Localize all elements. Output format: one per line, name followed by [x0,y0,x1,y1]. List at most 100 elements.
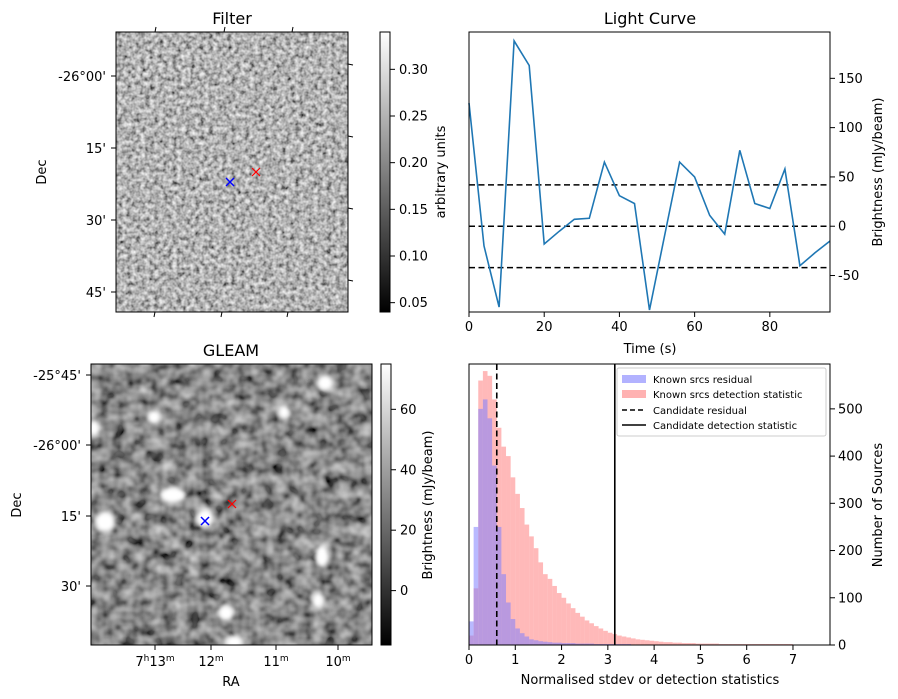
histogram-bar [686,643,692,645]
gleam-xtick-label: 11m [263,654,288,670]
light-curve-panel: Light Curve 0 20 40 60 80 -50 0 50 100 150 Time (… [465,9,886,357]
histogram-ytick-label: 200 [838,544,863,559]
light-curve-xtick-label: 0 [465,320,473,335]
colorbar-tick-label: 0.25 [399,110,428,125]
gleam-ylabel: Dec [10,492,25,517]
colorbar-tick-label: 20 [400,524,417,539]
colorbar-tick-label: 0.30 [399,63,428,78]
svg-text:12m: 12m [198,654,223,670]
gleam-title: GLEAM [203,341,259,360]
histogram-bar [580,616,585,645]
histogram-bar [506,602,511,645]
histogram-bar [589,623,594,645]
gleam-xtick-label: 7h13m [135,654,174,670]
histogram-bar [547,642,553,645]
histogram-bar [556,642,562,645]
legend-entry: Candidate detection statistic [653,421,797,432]
legend-entry: Known srcs detection statistic [653,390,802,401]
histogram-bar [575,612,581,645]
histogram-bar [640,639,645,645]
histogram-bar [519,508,525,645]
gleam-known-marker [200,516,210,526]
histogram-bar [705,643,710,645]
filter-title: Filter [212,9,252,28]
light-curve-ylabel: Brightness (mJy/beam) [871,98,886,247]
histogram-bar [570,643,576,645]
gleam-frame [90,363,373,646]
filter-colorbar [379,31,391,313]
histogram-xtick-label: 5 [696,653,704,668]
histogram-legend: Known srcs residual Known srcs detection… [616,367,827,437]
histogram-bar [649,640,655,645]
colorbar-tick-label: 0.10 [399,250,428,265]
histogram-bar [543,574,548,645]
ra-minutes: 13 [149,655,166,670]
histogram-xtick-label: 4 [650,653,658,668]
histogram-ytick-label: 400 [838,450,863,465]
histogram-xtick-label: 0 [465,653,473,668]
histogram-bar [515,628,520,645]
histogram-ylabel: Number of Sources [871,443,886,568]
histogram-bar [547,578,553,645]
histogram-bar [473,526,479,645]
filter-ytick: 30' [86,214,106,229]
histogram-xtick-label: 7 [789,653,797,668]
histogram-bar [593,626,599,645]
gleam-ytick: 15' [61,510,81,525]
histogram-bar [681,643,687,645]
histogram-bar [561,597,567,645]
histogram-bar [630,638,636,645]
filter-ticks [111,26,354,318]
light-curve-xtick-label: 60 [686,320,703,335]
gleam-colorbar-ticks: 60 40 20 0 [391,403,417,599]
light-curve-ytick-label: 150 [838,72,863,87]
histogram-ytick-label: 0 [838,639,846,654]
filter-colorbar-label: arbitrary units [434,125,449,218]
svg-text:10m: 10m [325,654,350,670]
histogram-bar [668,642,673,645]
light-curve-xtick-label: 20 [536,320,553,335]
histogram-bar [584,643,590,645]
histogram-panel: 0 1 2 3 4 5 6 7 0 100 200 300 400 500 Normalised stde… [465,363,886,688]
histogram-ytick-label: 300 [838,497,863,512]
histogram-bar [501,446,507,645]
histogram-bar [654,641,659,645]
histogram-bar [617,635,622,645]
ra-minutes: 11 [263,655,280,670]
histogram-bar [658,641,664,645]
histogram-bar [566,643,571,645]
gleam-colorbar [380,363,392,646]
histogram-bar [570,608,576,645]
histogram-bar [695,643,701,645]
histogram-bar [552,642,557,645]
histogram-plot: 0 1 2 3 4 5 6 7 0 100 200 300 400 500 [465,364,863,668]
histogram-bar [510,477,516,645]
histogram-frame [468,363,831,646]
histogram-bar [524,524,530,645]
histogram-bar [607,632,613,645]
histogram-bar [561,643,567,645]
histogram-bar [691,643,696,645]
legend-swatch-detection [622,390,646,398]
histogram-bar [714,643,719,645]
gleam-ytick: -25°45' [33,369,81,384]
ra-minutes: 10 [325,655,342,670]
light-curve-series-line [468,38,831,311]
filter-candidate-marker [251,167,261,177]
gleam-colorbar-label: Brightness (mJy/beam) [421,431,436,580]
histogram-bar [510,619,516,645]
histogram-bar [552,585,557,645]
ra-hours: 7 [135,655,143,670]
histogram-bar [501,574,507,645]
histogram-bar [598,628,604,645]
histogram-bar [584,620,590,645]
light-curve-xtick-label: 40 [611,320,628,335]
histogram-bar [621,636,627,645]
histogram-bar [533,548,539,645]
histogram-bar [644,640,650,645]
light-curve-title: Light Curve [604,9,696,28]
histogram-bar [515,493,520,645]
histogram-bar [635,639,641,645]
colorbar-tick-label: 0 [400,584,408,599]
histogram-bar [663,642,669,645]
